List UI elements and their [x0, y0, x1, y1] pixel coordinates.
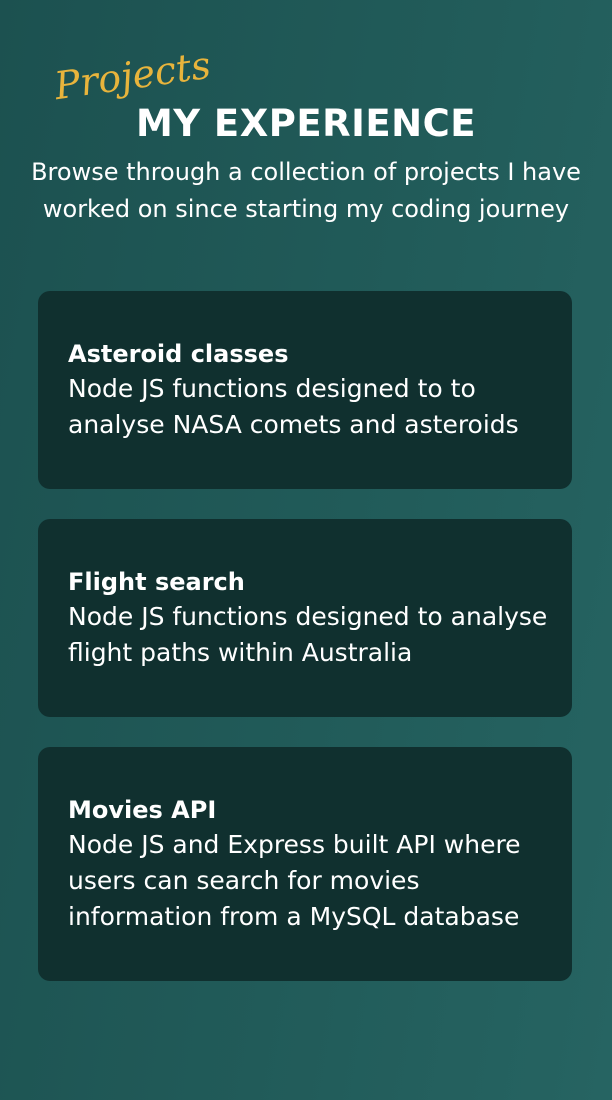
project-title: Flight search	[68, 568, 245, 596]
projects-script-label: Projects	[51, 43, 214, 106]
project-card-flight-search[interactable]: Flight search Node JS functions designed…	[38, 519, 572, 717]
project-description: Node JS functions designed to to analyse…	[68, 374, 519, 439]
project-title: Movies API	[68, 796, 217, 824]
project-card-asteroid-classes[interactable]: Asteroid classes Node JS functions desig…	[38, 291, 572, 489]
project-description: Node JS functions designed to analyse fl…	[68, 602, 548, 667]
project-card-movies-api[interactable]: Movies API Node JS and Express built API…	[38, 747, 572, 981]
page-subtitle: Browse through a collection of projects …	[31, 158, 581, 223]
projects-script-heading: Projects	[50, 34, 270, 106]
project-title: Asteroid classes	[68, 340, 289, 368]
project-description: Node JS and Express built API where user…	[68, 830, 521, 931]
page-title: MY EXPERIENCE	[135, 102, 477, 145]
